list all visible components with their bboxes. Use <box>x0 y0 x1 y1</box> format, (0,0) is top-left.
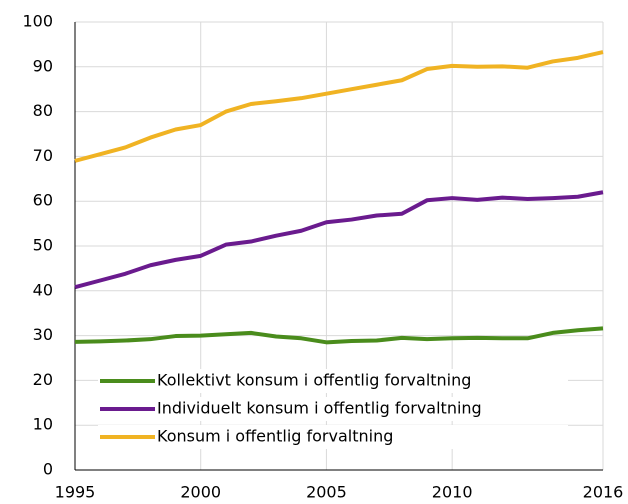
x-tick-label: 1995 <box>55 483 96 502</box>
y-tick-label: 40 <box>33 280 53 299</box>
y-tick-label: 70 <box>33 146 53 165</box>
x-tick-label: 2010 <box>432 483 473 502</box>
series-line <box>74 50 604 163</box>
legend-bg <box>98 425 568 449</box>
legend-label: Individuelt konsum i offentlig forvaltni… <box>157 399 482 418</box>
legend-label: Konsum i offentlig forvaltning <box>157 427 393 446</box>
y-tick-label: 20 <box>33 370 53 389</box>
y-tick-label: 80 <box>33 101 53 120</box>
series-line <box>74 326 604 345</box>
x-tick-label: 2000 <box>180 483 221 502</box>
y-tick-label: 60 <box>33 191 53 210</box>
series-line <box>74 190 604 290</box>
y-tick-label: 0 <box>43 460 53 479</box>
legend-bg <box>98 369 568 393</box>
legend-label: Kollektivt konsum i offentlig forvaltnin… <box>157 371 471 390</box>
y-tick-label: 90 <box>33 56 53 75</box>
y-tick-label: 30 <box>33 325 53 344</box>
y-tick-label: 10 <box>33 415 53 434</box>
x-tick-label: 2016 <box>583 483 624 502</box>
y-tick-label: 50 <box>33 236 53 255</box>
legend-bg <box>98 397 568 421</box>
y-tick-label: 100 <box>22 12 53 31</box>
x-tick-label: 2005 <box>306 483 347 502</box>
